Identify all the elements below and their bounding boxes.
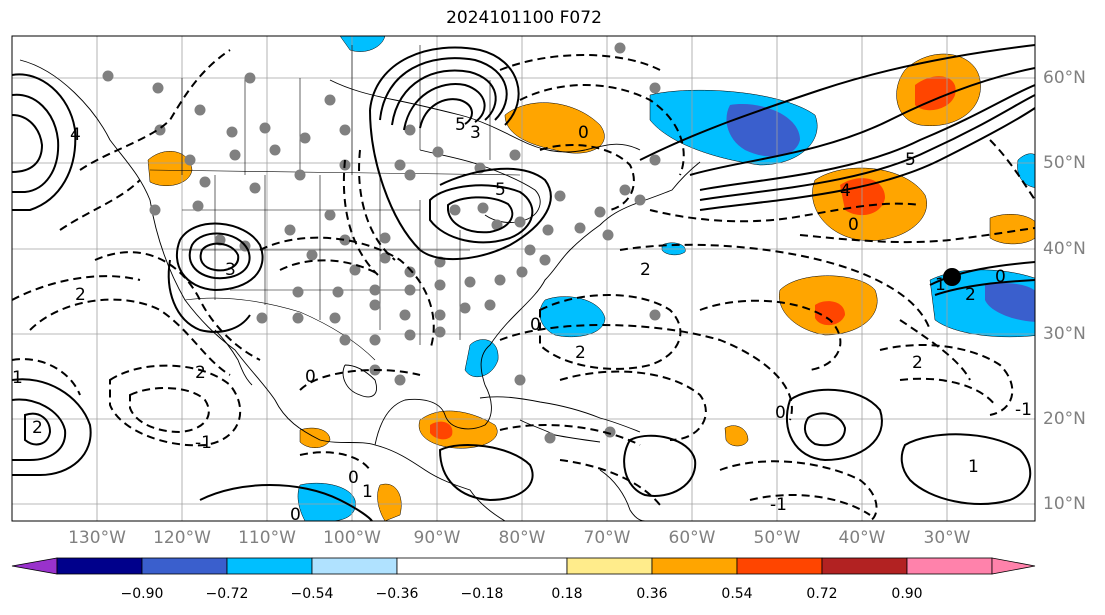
state-borders <box>149 45 521 361</box>
lon-label: 100°W <box>323 528 381 548</box>
contour-label: -1 <box>195 433 212 453</box>
lon-label: 50°W <box>753 528 801 548</box>
colorbar-segment <box>736 557 823 575</box>
colorbar-segment <box>906 557 993 575</box>
lat-lon-grid <box>12 36 1035 521</box>
contour-label: 2 <box>32 418 43 438</box>
contour-label: -1 <box>770 495 787 515</box>
lat-label: 60°N <box>1043 68 1086 88</box>
colorbar-segment <box>141 557 228 575</box>
contour-label: 0 <box>305 367 316 387</box>
contour-label: 3 <box>470 123 481 143</box>
contour-label: 4 <box>70 125 81 145</box>
colorbar-segment <box>311 557 398 575</box>
colorbar-segment <box>56 557 143 575</box>
colorbar-tick-label: 0.90 <box>891 586 923 602</box>
colorbar-extend-low <box>11 557 58 575</box>
colorbar <box>11 557 1036 575</box>
contour-label: 2 <box>640 260 651 280</box>
anomaly-fills <box>147 36 1035 521</box>
lon-label: 40°W <box>838 528 886 548</box>
marker-point <box>943 268 961 286</box>
contour-value-labels: 3 3 4 5 5 5 4 2 2 2 2 2 2 2 0 0 0 0 0 0 … <box>12 115 1032 525</box>
contour-label: 2 <box>965 285 976 305</box>
station-dots <box>102 42 661 444</box>
contour-label: 2 <box>195 363 206 383</box>
contour-label: 0 <box>775 403 786 423</box>
contour-label: 1 <box>968 457 979 477</box>
contour-label: 5 <box>495 180 506 200</box>
colorbar-tick-label: −0.90 <box>120 586 164 602</box>
colorbar-tick-label: 0.72 <box>806 586 838 602</box>
contour-label: 1 <box>935 275 946 295</box>
contour-label: 5 <box>905 150 916 170</box>
colorbar-tick-label: 0.54 <box>721 586 753 602</box>
lat-label: 50°N <box>1043 153 1086 173</box>
contour-label: 2 <box>75 285 86 305</box>
contour-label: -1 <box>1015 400 1032 420</box>
map-title: 2024101100 F072 <box>446 8 602 28</box>
lon-label: 130°W <box>68 528 126 548</box>
lat-label: 40°N <box>1043 239 1086 259</box>
colorbar-tick-label: 0.36 <box>636 586 668 602</box>
contour-label: 0 <box>995 267 1006 287</box>
contour-label: 2 <box>575 343 586 363</box>
lon-label: 90°W <box>413 528 461 548</box>
lon-label: 110°W <box>238 528 296 548</box>
colorbar-tick-label: −0.54 <box>290 586 334 602</box>
contour-label: 1 <box>12 368 23 388</box>
contour-label: 0 <box>578 123 589 143</box>
lat-label: 10°N <box>1043 494 1086 514</box>
contour-label: 4 <box>840 181 851 201</box>
coastlines <box>19 59 701 521</box>
contour-label: 0 <box>348 468 359 488</box>
colorbar-extend-high <box>991 557 1036 575</box>
lon-label: 120°W <box>153 528 211 548</box>
lon-label: 70°W <box>583 528 631 548</box>
lat-label: 30°N <box>1043 324 1086 344</box>
dashed-contours <box>12 49 1035 521</box>
contour-label: 3 <box>225 260 236 280</box>
lon-label: 80°W <box>498 528 546 548</box>
map-frame <box>11 35 1036 522</box>
contour-label: 5 <box>455 115 466 135</box>
lon-label: 30°W <box>923 528 971 548</box>
colorbar-segment <box>651 557 738 575</box>
colorbar-segment <box>566 557 653 575</box>
lat-label: 20°N <box>1043 409 1086 429</box>
contour-label: 0 <box>290 505 301 525</box>
colorbar-tick-label: −0.72 <box>205 586 249 602</box>
lon-label: 60°W <box>668 528 716 548</box>
colorbar-segment <box>821 557 908 575</box>
colorbar-segment <box>396 557 568 575</box>
contour-label: 0 <box>848 215 859 235</box>
contour-label: 1 <box>362 482 373 502</box>
contour-label: 2 <box>912 353 923 373</box>
colorbar-segment <box>226 557 313 575</box>
contour-label: 0 <box>530 315 541 335</box>
map-plot-area <box>12 36 1035 521</box>
colorbar-tick-label: −0.18 <box>460 586 504 602</box>
colorbar-tick-label: 0.18 <box>551 586 583 602</box>
colorbar-tick-label: −0.36 <box>375 586 419 602</box>
